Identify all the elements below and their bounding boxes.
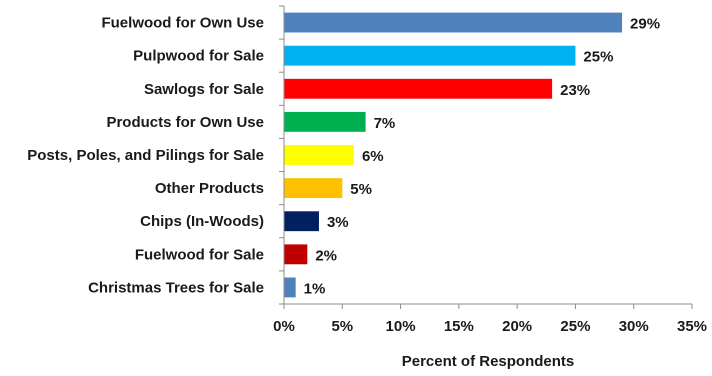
category-label: Sawlogs for Sale [144,81,264,98]
bar [284,244,308,265]
value-label: 5% [350,181,372,198]
value-label: 23% [560,82,590,99]
bar [284,277,296,298]
category-label: Fuelwood for Own Use [101,15,264,32]
bar [284,145,354,165]
category-label: Christmas Trees for Sale [88,279,264,296]
x-tick-label: 0% [273,318,295,335]
x-tick-label: 15% [444,318,474,335]
category-label: Pulpwood for Sale [133,48,264,65]
x-tick-label: 20% [502,318,532,335]
x-axis-title: Percent of Respondents [402,353,575,370]
value-label: 2% [315,247,337,264]
bars-group [284,12,623,298]
x-axis-ticks: 0% 5% 10% 15% 20% 25% 30% 35% [273,5,707,335]
value-label: 1% [304,280,326,297]
bar [284,111,366,132]
category-label: Posts, Poles, and Pilings for Sale [27,147,264,164]
x-tick-label: 5% [331,318,353,335]
category-label: Products for Own Use [106,114,264,131]
bar [284,12,623,33]
category-label: Chips (In-Woods) [140,213,264,230]
x-tick-label: 25% [560,318,590,335]
bar [284,78,553,99]
category-label: Fuelwood for Sale [135,246,264,263]
x-tick-label: 35% [677,318,707,335]
value-label: 7% [374,115,396,132]
value-label: 6% [362,148,384,165]
category-labels: Fuelwood for Own Use Pulpwood for Sale Saw… [27,15,264,297]
bar [284,211,319,232]
x-tick-label: 10% [386,318,416,335]
bar [284,178,343,199]
x-tick-label: 30% [619,318,649,335]
value-label: 3% [327,214,349,231]
value-label: 25% [583,49,613,66]
bar [284,45,576,66]
value-labels: 29% 25% 23% 7% 6% 5%3% 2% 1% [304,16,660,298]
category-label: Other Products [155,180,264,197]
value-label: 29% [630,16,660,33]
